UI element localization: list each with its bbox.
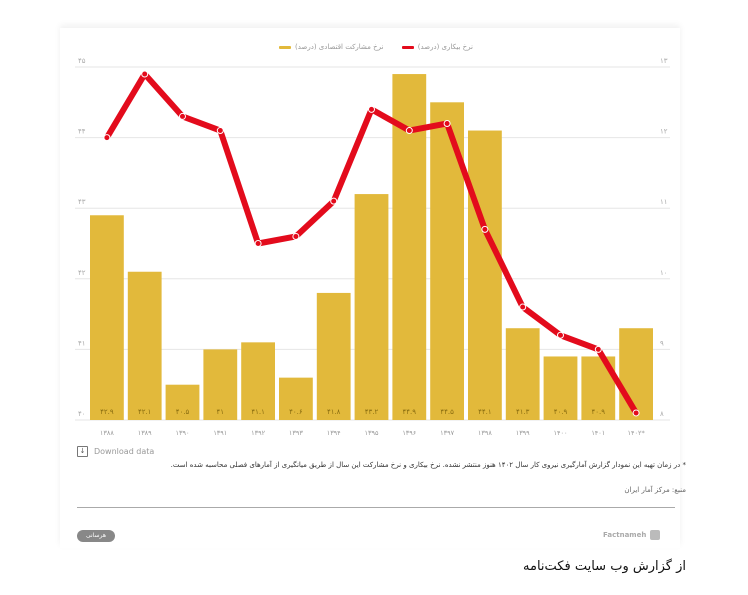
svg-text:۴۰.۵: ۴۰.۵ xyxy=(176,408,190,416)
svg-text:۱۴۰۱: ۱۴۰۱ xyxy=(591,429,605,437)
svg-text:۱۳۹۷: ۱۳۹۷ xyxy=(440,429,454,437)
svg-text:۱۱: ۱۱ xyxy=(660,198,668,206)
svg-text:۱۳۹۲: ۱۳۹۲ xyxy=(251,429,265,437)
svg-text:۴۱.۱: ۴۱.۱ xyxy=(251,408,265,416)
line-point[interactable] xyxy=(254,240,262,247)
svg-text:۴۱: ۴۱ xyxy=(78,339,86,347)
svg-text:۴۴.۵: ۴۴.۵ xyxy=(440,408,454,416)
svg-text:۱۳۹۶: ۱۳۹۶ xyxy=(402,429,416,437)
svg-text:۱۳۹۵: ۱۳۹۵ xyxy=(365,429,379,437)
bar[interactable] xyxy=(505,328,540,420)
svg-text:۱۳۹۸: ۱۳۹۸ xyxy=(478,429,492,437)
line-point[interactable] xyxy=(368,105,375,113)
svg-text:۱۳۹۱: ۱۳۹۱ xyxy=(213,429,227,437)
line-point[interactable] xyxy=(330,197,338,205)
svg-text:۴۰.۹: ۴۰.۹ xyxy=(592,408,606,416)
line-point[interactable] xyxy=(405,127,413,135)
line-point[interactable] xyxy=(594,345,602,353)
line-point[interactable] xyxy=(443,119,451,127)
line-point[interactable] xyxy=(292,232,300,240)
line-point[interactable] xyxy=(216,127,224,135)
category-badge[interactable]: هرسانی xyxy=(77,530,115,542)
svg-text:۴۲: ۴۲ xyxy=(78,269,86,277)
svg-text:۹: ۹ xyxy=(660,339,664,347)
svg-text:۴۱.۸: ۴۱.۸ xyxy=(327,408,341,416)
line-point[interactable] xyxy=(632,409,640,417)
svg-text:۴۰.۶: ۴۰.۶ xyxy=(289,408,303,416)
bar[interactable] xyxy=(468,130,502,421)
svg-text:۴۱: ۴۱ xyxy=(217,408,225,416)
svg-text:۴۰: ۴۰ xyxy=(78,410,86,418)
line-point[interactable] xyxy=(141,70,149,78)
source-text: منبع: مرکز آمار ایران xyxy=(624,486,686,494)
svg-text:۱۳: ۱۳ xyxy=(660,57,668,65)
line-point[interactable] xyxy=(519,303,527,311)
bar[interactable] xyxy=(241,342,275,420)
svg-text:۱۲: ۱۲ xyxy=(660,128,668,136)
divider xyxy=(77,507,675,508)
bar[interactable] xyxy=(543,356,578,420)
svg-text:۴۲.۹: ۴۲.۹ xyxy=(100,408,114,416)
svg-text:۴۰.۹: ۴۰.۹ xyxy=(554,408,568,416)
svg-text:۴۳: ۴۳ xyxy=(78,198,86,206)
bar[interactable] xyxy=(203,349,238,420)
svg-text:۱۳۹۴: ۱۳۹۴ xyxy=(327,429,341,437)
svg-text:۴۵: ۴۵ xyxy=(78,57,86,65)
svg-text:۴۳.۲: ۴۳.۲ xyxy=(365,408,379,416)
svg-text:۱۳۹۰: ۱۳۹۰ xyxy=(176,429,190,437)
svg-text:۴۴.۱: ۴۴.۱ xyxy=(478,408,492,416)
line-point[interactable] xyxy=(179,112,186,120)
bar[interactable] xyxy=(127,271,162,420)
chart-legend: نرخ بیکاری (درصد) نرخ مشارکت اقتصادی (در… xyxy=(0,43,748,51)
svg-text:۱۳۹۳: ۱۳۹۳ xyxy=(289,429,303,437)
legend-unemployment[interactable]: نرخ بیکاری (درصد) xyxy=(398,43,473,51)
legend-swatch-yellow xyxy=(278,45,291,49)
svg-text:۴۲.۱: ۴۲.۱ xyxy=(138,408,152,416)
bar[interactable] xyxy=(165,384,200,420)
download-data-button[interactable]: ↓ Download data xyxy=(77,446,154,457)
svg-text:۸: ۸ xyxy=(660,410,664,418)
svg-text:۱۴۰۲*: ۱۴۰۲* xyxy=(627,429,645,437)
svg-text:۴۴: ۴۴ xyxy=(78,128,86,136)
svg-text:۴۱.۳: ۴۱.۳ xyxy=(516,408,530,416)
svg-text:۱۳۸۸: ۱۳۸۸ xyxy=(100,429,114,437)
download-icon: ↓ xyxy=(77,446,88,457)
svg-text:۱۳۸۹: ۱۳۸۹ xyxy=(138,429,152,437)
caption: از گزارش وب سایت فکت‌نامه xyxy=(523,559,686,574)
bar[interactable] xyxy=(90,215,124,420)
legend-swatch-red xyxy=(401,45,414,49)
bar[interactable] xyxy=(619,328,653,420)
legend-participation[interactable]: نرخ مشارکت اقتصادی (درصد) xyxy=(275,43,383,51)
svg-text:۱۰: ۱۰ xyxy=(660,269,668,277)
line-point[interactable] xyxy=(557,331,564,339)
footnote: * در زمان تهیه این نمودار گزارش آمارگیری… xyxy=(170,461,686,469)
bar[interactable] xyxy=(354,194,389,420)
brand-logo[interactable]: Factnameh xyxy=(603,530,661,540)
svg-text:۱۳۹۹: ۱۳۹۹ xyxy=(516,429,530,437)
bar[interactable] xyxy=(316,292,351,420)
svg-text:۱۴۰۰: ۱۴۰۰ xyxy=(554,429,568,437)
svg-text:۴۴.۹: ۴۴.۹ xyxy=(403,408,417,416)
factnameh-logo-icon xyxy=(650,530,661,540)
bar[interactable] xyxy=(279,377,313,420)
combo-chart: ۴۰ ۸ ۴۱ ۹ ۴۲ ۱۰ ۴۳ ۱۱ ۴۴ ۱۲ ۴۵ ۱۳ ۴۲.۹ ۱۳۸۸ ۴۲.۱ ۱۳۸۹ ۴۰… xyxy=(75,57,670,437)
line-point[interactable] xyxy=(481,225,489,233)
line-point[interactable] xyxy=(103,134,111,142)
